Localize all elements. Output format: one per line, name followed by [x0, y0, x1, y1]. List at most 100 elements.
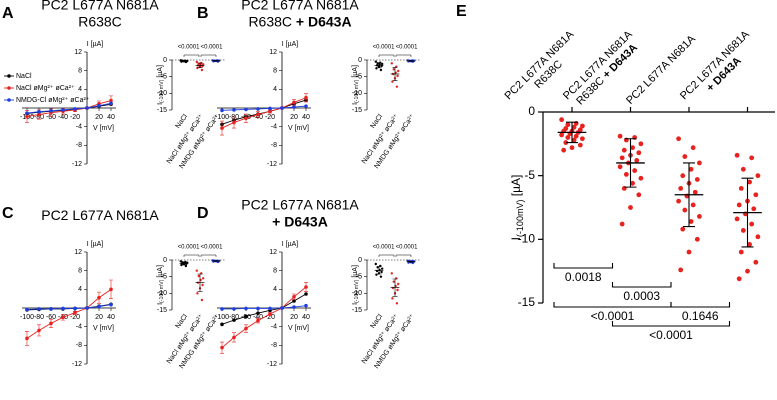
- data-point: [220, 345, 224, 350]
- data-point: [565, 122, 571, 128]
- data-point: [232, 335, 236, 340]
- data-point: [391, 297, 394, 300]
- data-point: [61, 306, 65, 311]
- y-tick-label: -15: [157, 107, 167, 114]
- x-tick-label: -40: [58, 114, 68, 121]
- data-point: [569, 145, 575, 151]
- data-point: [304, 104, 308, 108]
- data-point: [580, 123, 585, 129]
- y-axis-label: I(-100mV) [µA]: [509, 175, 525, 241]
- data-point: [97, 304, 101, 309]
- data-point: [184, 264, 188, 268]
- legend-marker: [7, 86, 11, 90]
- data-point: [25, 307, 29, 312]
- data-point: [636, 192, 642, 198]
- data-point: [397, 69, 400, 73]
- data-point: [25, 114, 29, 119]
- data-point: [697, 214, 702, 219]
- y-label-sub: (-100 mV): [354, 79, 360, 103]
- y-tick-label: -10: [352, 290, 362, 297]
- data-point: [617, 133, 623, 139]
- data-point: [397, 282, 400, 286]
- comparison-bracket: [395, 54, 412, 57]
- data-point: [97, 103, 101, 108]
- y-tick-label: -15: [352, 107, 362, 114]
- y-axis-label: I [µA]: [282, 41, 299, 48]
- sd-bar: [197, 62, 203, 68]
- data-point: [220, 322, 224, 327]
- y-tick-label: 8: [78, 268, 82, 275]
- data-point: [697, 160, 702, 166]
- series-line: [26, 288, 112, 339]
- y-tick-label: 0: [163, 57, 167, 64]
- y-label-unit: [µA]: [157, 265, 164, 278]
- data-point: [232, 318, 236, 322]
- x-tick-label: 20: [95, 114, 103, 121]
- x-tick-label: 20: [290, 314, 298, 321]
- data-point: [738, 186, 744, 191]
- text-segment: PC2 L677A N681A: [241, 196, 359, 212]
- data-point: [179, 260, 182, 263]
- data-point: [49, 109, 53, 113]
- y-tick-label: 12: [74, 249, 82, 256]
- comparison-label: <0.0001: [201, 45, 224, 51]
- data-point: [747, 242, 752, 247]
- x-tick-label: -20: [265, 114, 275, 121]
- data-point: [97, 295, 101, 300]
- comparison-label: 0.0018: [565, 270, 602, 284]
- data-point: [304, 285, 308, 289]
- rich-text: PC2 L677A N681A: [41, 207, 159, 223]
- comparison-bracket: [378, 254, 395, 257]
- y-axis-label: I [µA]: [87, 241, 104, 248]
- data-point: [619, 155, 625, 161]
- x-axis-label: V [mV]: [93, 125, 114, 132]
- y-tick-label: -12: [72, 161, 82, 168]
- data-point: [630, 145, 635, 151]
- y-tick-label: -10: [157, 90, 167, 97]
- data-point: [678, 186, 684, 191]
- y-label-unit: [µA]: [352, 265, 359, 278]
- data-point: [220, 108, 224, 113]
- series-line: [26, 100, 112, 117]
- comparison-bracket: [183, 54, 200, 57]
- data-point: [280, 306, 284, 310]
- data-point: [381, 267, 384, 270]
- data-point: [202, 277, 205, 280]
- y-tick-label: -4: [271, 324, 277, 331]
- y-tick-label: -15: [518, 295, 536, 309]
- y-tick-label: 12: [269, 49, 277, 56]
- data-point: [686, 249, 692, 255]
- data-point: [256, 112, 260, 117]
- data-point: [630, 180, 635, 186]
- legend-label: NaCl øMg²⁺ øCa²⁺: [16, 85, 75, 92]
- data-point: [390, 62, 393, 65]
- data-point: [676, 198, 681, 204]
- data-point: [755, 234, 761, 240]
- data-point: [180, 263, 183, 267]
- sd-bar: [181, 60, 187, 62]
- y-tick-label: 0: [358, 257, 362, 264]
- data-point: [628, 205, 633, 210]
- x-tick-label: -80: [229, 314, 239, 321]
- y-tick-label: -4: [271, 124, 277, 131]
- data-point: [268, 312, 272, 316]
- data-point: [201, 283, 204, 287]
- x-tick-label: -20: [70, 314, 80, 321]
- data-point: [304, 95, 308, 100]
- data-point: [740, 166, 746, 172]
- data-point: [688, 166, 694, 172]
- data-point: [638, 175, 644, 181]
- x-axis-label: V [mV]: [93, 325, 114, 332]
- data-point: [676, 136, 681, 142]
- y-tick-label: -12: [72, 361, 82, 368]
- comparison-label: 0.1646: [682, 309, 719, 323]
- data-point: [61, 108, 65, 112]
- data-point: [109, 302, 113, 307]
- data-point: [734, 216, 740, 222]
- y-tick-label: -8: [271, 342, 277, 349]
- data-point: [577, 142, 583, 148]
- comparison-label: <0.0001: [396, 45, 419, 51]
- y-tick-label: -5: [161, 74, 167, 81]
- data-point: [25, 336, 29, 341]
